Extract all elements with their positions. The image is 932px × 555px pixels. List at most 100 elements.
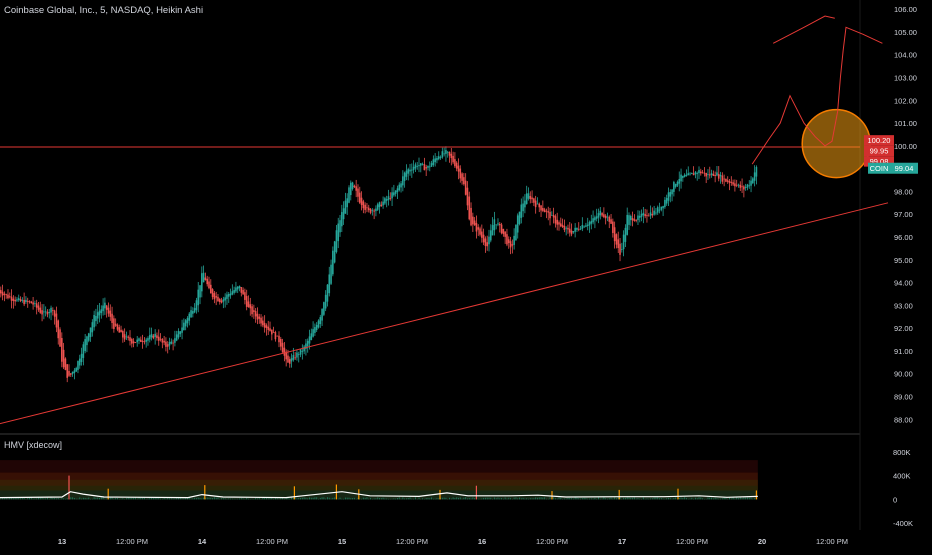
volume-tick-label: 400K bbox=[893, 472, 911, 481]
candle-body bbox=[384, 198, 386, 204]
candle-body bbox=[62, 349, 65, 368]
x-tick-label: 20 bbox=[758, 537, 766, 546]
candle-body bbox=[319, 317, 322, 325]
candle-body bbox=[389, 198, 392, 199]
candle-body bbox=[48, 312, 51, 314]
candle-body bbox=[701, 172, 704, 174]
y-tick-label: 105.00 bbox=[894, 28, 917, 37]
candle-body bbox=[689, 173, 691, 175]
candle-body bbox=[732, 182, 734, 185]
candle-body bbox=[10, 296, 13, 301]
candle-body bbox=[752, 178, 754, 184]
candle-body bbox=[682, 175, 684, 178]
candle-body bbox=[680, 174, 682, 182]
x-tick-label: 16 bbox=[478, 537, 486, 546]
candle-body bbox=[251, 306, 253, 315]
volume-tick-label: 0 bbox=[893, 495, 897, 504]
candle-body bbox=[364, 204, 366, 210]
candle-body bbox=[615, 234, 618, 245]
candle-body bbox=[613, 227, 616, 242]
candle-body bbox=[574, 227, 576, 232]
candle-body bbox=[35, 303, 38, 308]
candle-body bbox=[649, 212, 652, 216]
candle-body bbox=[450, 153, 453, 159]
candle-body bbox=[452, 155, 454, 163]
candle-body bbox=[314, 327, 316, 333]
y-tick-label: 89.00 bbox=[894, 393, 913, 402]
candle-body bbox=[102, 305, 104, 312]
candle-body bbox=[366, 207, 368, 209]
candle-body bbox=[540, 205, 542, 211]
candle-body bbox=[411, 169, 413, 171]
candle-body bbox=[446, 151, 449, 153]
candle-body bbox=[455, 162, 458, 169]
candle-body bbox=[324, 294, 327, 309]
candle-body bbox=[59, 329, 61, 347]
candle-body bbox=[113, 318, 115, 329]
candle-body bbox=[567, 227, 569, 230]
candle-body bbox=[52, 310, 54, 311]
candle-body bbox=[177, 330, 180, 338]
candle-body bbox=[305, 343, 307, 349]
candle-body bbox=[730, 181, 733, 183]
candle-body bbox=[129, 337, 131, 341]
candle-body bbox=[714, 174, 716, 176]
candle-body bbox=[734, 183, 736, 187]
candle-body bbox=[595, 216, 598, 219]
candle-body bbox=[132, 341, 135, 344]
candle-body bbox=[109, 310, 112, 317]
projection-hook bbox=[772, 15, 835, 44]
candle-body bbox=[138, 338, 140, 341]
candle-body bbox=[303, 346, 305, 352]
candle-body bbox=[240, 287, 243, 293]
x-tick-label: 12:00 PM bbox=[536, 537, 568, 546]
candle-body bbox=[705, 172, 707, 177]
candle-body bbox=[184, 320, 187, 327]
candle-body bbox=[604, 215, 607, 219]
candle-body bbox=[179, 331, 182, 335]
candle-body bbox=[486, 242, 489, 247]
candle-body bbox=[183, 322, 185, 331]
candle-body bbox=[96, 312, 99, 319]
candle-body bbox=[479, 228, 481, 235]
candle-body bbox=[163, 340, 165, 343]
candle-body bbox=[592, 218, 594, 223]
candle-body bbox=[464, 180, 467, 195]
candle-body bbox=[21, 299, 24, 301]
candle-body bbox=[321, 309, 323, 321]
candle-body bbox=[468, 196, 471, 220]
candle-body bbox=[655, 212, 657, 214]
candle-body bbox=[502, 228, 505, 235]
candle-body bbox=[355, 186, 357, 191]
candle-body bbox=[484, 238, 487, 246]
candle-body bbox=[32, 302, 34, 305]
candle-body bbox=[26, 300, 29, 302]
candle-body bbox=[145, 339, 147, 342]
candle-body bbox=[518, 211, 521, 224]
candle-body bbox=[263, 322, 266, 328]
candle-body bbox=[691, 173, 693, 174]
candle-body bbox=[565, 227, 567, 229]
candle-body bbox=[409, 169, 411, 172]
candle-body bbox=[461, 173, 463, 181]
candle-body bbox=[317, 320, 320, 328]
candle-body bbox=[348, 187, 350, 203]
x-tick-label: 12:00 PM bbox=[396, 537, 428, 546]
candle-body bbox=[166, 344, 169, 347]
candle-body bbox=[66, 364, 69, 378]
candle-body bbox=[703, 172, 706, 174]
candle-body bbox=[423, 164, 426, 171]
candle-body bbox=[152, 335, 155, 339]
volume-tick-label: 800K bbox=[893, 448, 911, 457]
candle-body bbox=[3, 293, 6, 295]
candle-body bbox=[0, 290, 2, 294]
candle-body bbox=[371, 210, 374, 212]
candle-body bbox=[608, 216, 611, 222]
candle-body bbox=[651, 214, 654, 216]
candle-body bbox=[125, 336, 128, 338]
candle-body bbox=[466, 187, 469, 206]
candle-body bbox=[253, 310, 255, 312]
candle-body bbox=[104, 302, 106, 309]
candle-body bbox=[664, 199, 666, 208]
